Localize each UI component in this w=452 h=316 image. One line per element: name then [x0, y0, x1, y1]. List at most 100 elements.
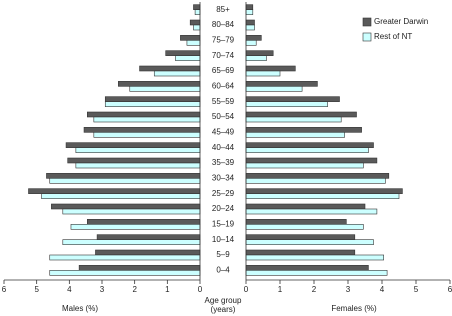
bar-female [245, 173, 390, 179]
bar-female [245, 127, 362, 133]
bar-female [245, 55, 267, 61]
bar-male [67, 157, 201, 164]
bar-female [245, 9, 254, 15]
bar-male [95, 249, 201, 256]
bar-male [175, 55, 201, 61]
bar-female [245, 224, 364, 230]
bar-female [245, 234, 356, 240]
bar-female [245, 81, 318, 87]
bar-female [245, 24, 255, 31]
x-tick-label: 5 [34, 285, 39, 294]
bar-female [245, 193, 400, 199]
bar-female [245, 178, 386, 184]
x-tick-label: 6 [448, 285, 452, 294]
bar-female [245, 249, 356, 256]
bar-male [186, 40, 201, 46]
bar-female [245, 142, 374, 148]
x-tick-label: 2 [312, 285, 317, 294]
bar-female [245, 116, 342, 123]
category-label: 45–49 [212, 127, 235, 136]
x-tick-label: 5 [414, 285, 419, 294]
bar-female [245, 96, 340, 102]
bar-female [245, 188, 403, 194]
bar-female [245, 101, 328, 107]
legend-swatch [362, 32, 372, 42]
category-label: 5–9 [216, 250, 230, 259]
bar-male [75, 162, 201, 169]
bar-male [153, 70, 201, 77]
bar-male [46, 173, 201, 179]
category-label: 75–79 [212, 35, 235, 44]
right-axis-title: Females (%) [331, 304, 377, 313]
bar-male [78, 265, 201, 271]
x-tick-label: 1 [278, 285, 283, 294]
category-label: 40–44 [212, 143, 235, 152]
bar-male [165, 50, 201, 56]
bar-male [70, 224, 201, 230]
x-tick-label: 4 [380, 285, 385, 294]
bar-female [245, 50, 274, 56]
bar-female [245, 86, 303, 92]
bar-female [245, 65, 296, 72]
category-label: 35–39 [212, 158, 235, 167]
bar-male [93, 132, 201, 138]
bar-male [87, 219, 201, 225]
bar-female [245, 270, 388, 276]
x-tick-label: 0 [198, 285, 203, 294]
x-tick-label: 0 [244, 285, 249, 294]
bar-male [83, 127, 201, 133]
category-label: 60–64 [212, 81, 235, 90]
bar-female [245, 70, 281, 77]
bar-male [118, 81, 201, 87]
x-tick-label: 1 [165, 285, 170, 294]
bar-female [245, 254, 384, 261]
bar-female [245, 208, 378, 215]
category-label: 15–19 [212, 219, 235, 228]
x-tick-label: 2 [132, 285, 137, 294]
category-label: 20–24 [212, 204, 235, 213]
bar-female [245, 219, 347, 225]
category-label: 10–14 [212, 235, 235, 244]
bar-male [65, 142, 201, 148]
bar-male [75, 147, 201, 153]
bar-male [194, 9, 201, 15]
bar-female [245, 19, 255, 26]
center-axis-title: (years) [211, 305, 236, 314]
bar-male [62, 239, 201, 245]
bar-male [51, 203, 201, 210]
bar-male [28, 188, 201, 194]
bar-male [96, 234, 201, 240]
category-label: 85+ [216, 5, 230, 14]
x-tick-label: 3 [346, 285, 351, 294]
category-label: 65–69 [212, 66, 235, 75]
bar-male [104, 101, 201, 107]
bar-female [245, 162, 364, 169]
bar-male [104, 96, 201, 102]
bar-male [62, 208, 201, 215]
bar-female [245, 4, 254, 10]
category-label: 0–4 [216, 265, 230, 274]
legend-swatch [362, 17, 372, 27]
bar-male [139, 65, 201, 72]
bar-male [193, 24, 201, 31]
bar-female [245, 111, 357, 118]
x-tick-label: 3 [100, 285, 105, 294]
legend-label: Rest of NT [374, 32, 412, 41]
bar-male [49, 270, 201, 276]
center-axis-title: Age group [205, 296, 242, 305]
bar-male [49, 178, 201, 184]
bar-female [245, 40, 257, 46]
bar-male [129, 86, 201, 92]
legend-label: Greater Darwin [374, 17, 428, 26]
category-label: 50–54 [212, 112, 235, 121]
category-label: 55–59 [212, 97, 235, 106]
x-tick-label: 4 [67, 285, 72, 294]
bar-male [93, 116, 201, 123]
bar-male [87, 111, 201, 118]
bar-male [189, 19, 201, 26]
bar-male [180, 35, 201, 41]
category-label: 70–74 [212, 51, 235, 60]
left-axis-title: Males (%) [62, 304, 98, 313]
bar-female [245, 203, 366, 210]
